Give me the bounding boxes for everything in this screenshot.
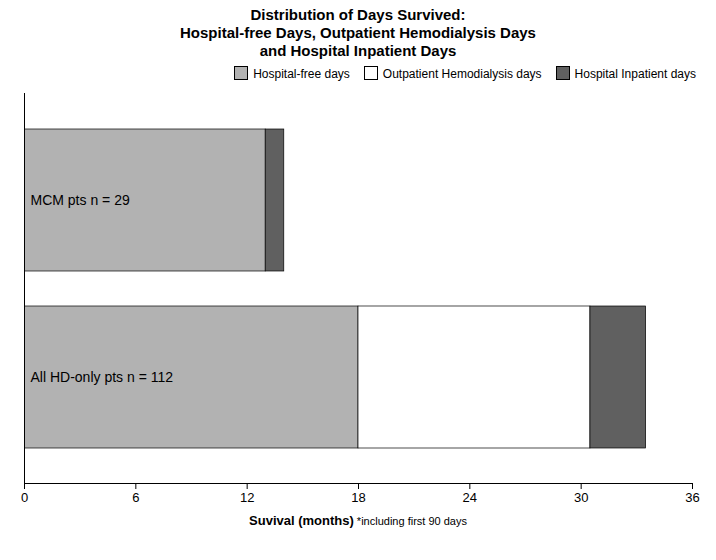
svg-text:MCM pts n = 29: MCM pts n = 29 (31, 192, 130, 208)
svg-text:36: 36 (685, 490, 699, 505)
svg-text:30: 30 (574, 490, 588, 505)
svg-text:0: 0 (21, 490, 28, 505)
html-text:Hospital Inpatient days: Hospital Inpatient days (574, 67, 696, 81)
svg-text:All HD-only pts n = 112: All HD-only pts n = 112 (31, 369, 174, 385)
svg-text:24: 24 (463, 490, 477, 505)
svg-text:6: 6 (132, 490, 139, 505)
svg-text:12: 12 (240, 490, 254, 505)
html-text:Outpatient Hemodialysis days: Outpatient Hemodialysis days (382, 67, 542, 81)
html-text:Suvival (months)*including fir: Suvival (months)*including first 90 days (249, 513, 467, 528)
svg-text:18: 18 (351, 490, 365, 505)
html-text:Hospital-free days: Hospital-free days (253, 67, 350, 81)
html-text:Distribution of Days Survived:: Distribution of Days Survived: Hospital-… (180, 6, 536, 59)
